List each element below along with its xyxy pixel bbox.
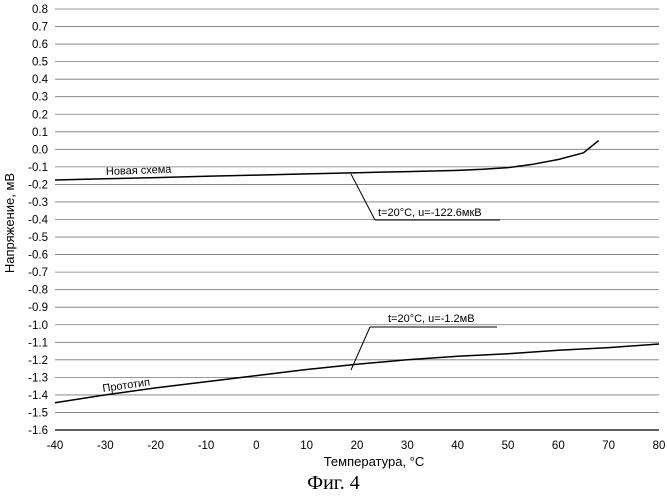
y-tick-label: 0.0: [32, 144, 48, 156]
series-lines: [55, 141, 659, 403]
y-tick-label: 0.3: [32, 92, 48, 104]
x-tick-label: -40: [47, 440, 64, 452]
y-tick-label: 0.4: [32, 74, 49, 86]
figure-caption: Фиг. 4: [0, 472, 667, 495]
x-tick-label: 50: [502, 440, 515, 452]
x-tick-label: 10: [300, 440, 313, 452]
y-tick-label: 0.2: [32, 109, 48, 121]
y-tick-label: -0.8: [28, 285, 48, 297]
annotation-0-text: t=20°C, u=-122.6мкВ: [378, 207, 482, 219]
y-tick-label: -0.3: [28, 197, 48, 209]
x-tick-label: 40: [451, 440, 464, 452]
x-tick-label: 30: [401, 440, 414, 452]
y-tick-label: -0.2: [28, 179, 48, 191]
y-tick-label: 0.5: [32, 57, 48, 69]
y-tick-label: 0.6: [32, 39, 48, 51]
y-tick-labels: 0.8 0.7 0.6 0.5 0.4 0.3 0.2 0.1 0.0 -0.1 -0.2 -0.3 -…: [28, 4, 48, 437]
y-tick-label: 0.1: [32, 127, 48, 139]
grid-lines: [55, 9, 659, 430]
x-tick-label: -10: [198, 440, 215, 452]
y-tick-label: -1.1: [28, 337, 48, 349]
x-tick-label: -30: [97, 440, 114, 452]
x-tick-label: 80: [653, 440, 666, 452]
y-tick-label: -0.6: [28, 250, 48, 262]
y-tick-label: -0.9: [28, 302, 48, 314]
y-tick-label: -0.4: [28, 215, 48, 227]
y-axis-label: Напряжение, мВ: [2, 173, 17, 273]
chart: 0.8 0.7 0.6 0.5 0.4 0.3 0.2 0.1 0.0 -0.1 -0.2 -0.3 -…: [0, 0, 667, 470]
annotation-0-leader: [351, 174, 375, 220]
y-tick-label: -1.4: [28, 390, 48, 402]
x-tick-labels: -40 -30 -20 -10 0 10 20 30 40 50 60 70 80: [47, 440, 666, 452]
series-label-new-scheme: Новая схема: [106, 164, 173, 178]
x-tick-label: 60: [552, 440, 565, 452]
y-tick-label: -0.5: [28, 232, 48, 244]
y-tick-label: -1.3: [28, 372, 48, 384]
y-tick-label: -1.5: [28, 407, 48, 419]
x-tick-label: -20: [147, 440, 164, 452]
x-axis-label: Температура, °C: [324, 454, 425, 469]
y-tick-label: -1.6: [28, 425, 48, 437]
y-tick-label: -1.2: [28, 355, 48, 367]
series-line-1: [55, 344, 659, 403]
annotation-1-text: t=20°C, u=-1.2мВ: [388, 313, 475, 325]
y-tick-label: 0.8: [32, 4, 48, 16]
x-tick-label: 70: [602, 440, 615, 452]
y-tick-label: -0.7: [28, 267, 48, 279]
y-tick-label: -1.0: [28, 320, 48, 332]
y-tick-label: 0.7: [32, 22, 48, 34]
x-tick-label: 0: [253, 440, 259, 452]
y-tick-label: -0.1: [28, 162, 48, 174]
x-tick-label: 20: [351, 440, 364, 452]
